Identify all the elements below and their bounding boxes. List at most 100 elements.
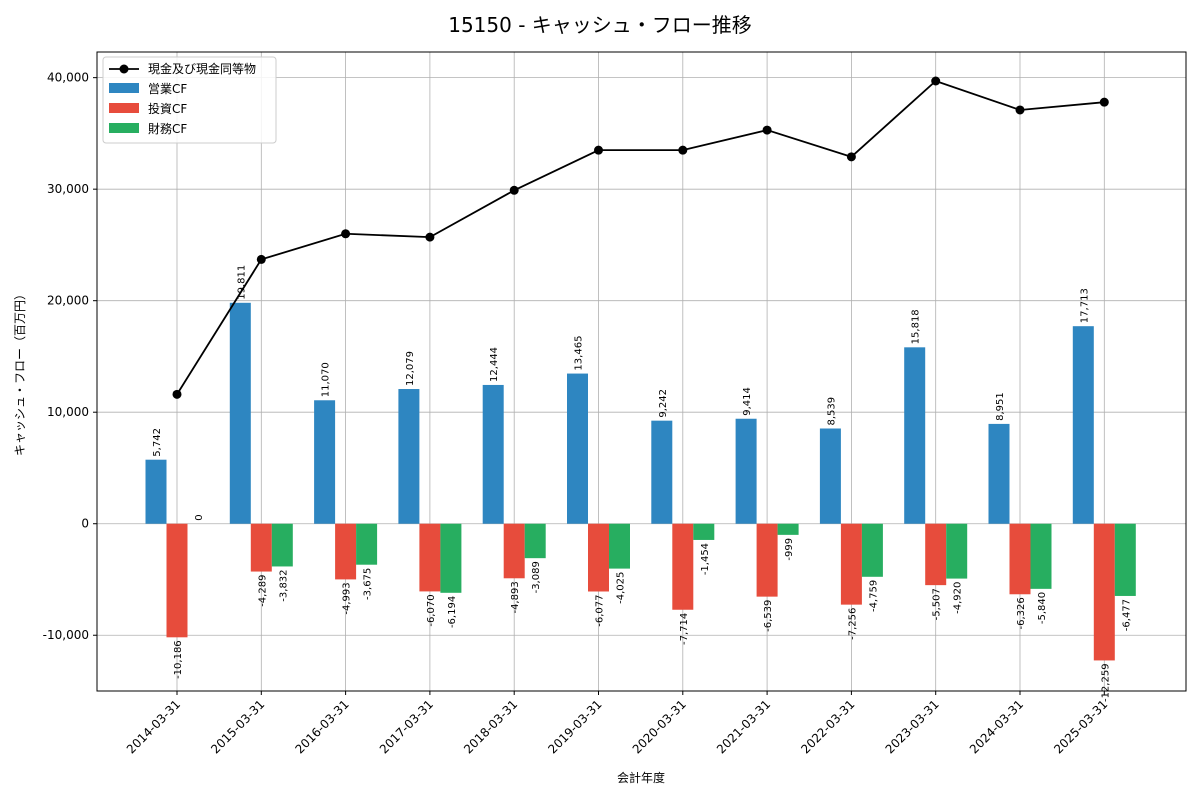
bar-2-9 bbox=[946, 523, 968, 579]
bar-value-label: 19,811 bbox=[236, 265, 247, 300]
bar-value-label: -4,759 bbox=[868, 580, 879, 612]
x-axis-label: 会計年度 bbox=[617, 770, 665, 785]
bar-value-label: -7,256 bbox=[847, 608, 858, 640]
bar-2-5 bbox=[609, 523, 630, 569]
bar-2-8 bbox=[861, 523, 883, 577]
x-tick-label: 2019-03-31 bbox=[545, 697, 604, 756]
cash-line-point bbox=[762, 125, 772, 135]
bar-0-8 bbox=[819, 428, 841, 524]
bar-value-label: -12,259 bbox=[1100, 663, 1111, 702]
bar-1-5 bbox=[588, 523, 609, 592]
x-tick-label: 2022-03-31 bbox=[798, 697, 857, 756]
x-tick-label: 2015-03-31 bbox=[208, 697, 267, 756]
bar-1-0 bbox=[166, 523, 188, 638]
plot-frame bbox=[96, 51, 1187, 692]
cash-line-point bbox=[425, 232, 435, 242]
bar-0-1 bbox=[229, 302, 251, 524]
bar-value-label: -3,832 bbox=[278, 569, 289, 601]
x-tick-label: 2024-03-31 bbox=[967, 697, 1026, 756]
bar-0-2 bbox=[314, 400, 336, 524]
legend-label-investing: 投資CF bbox=[148, 101, 187, 116]
bar-value-label: -999 bbox=[784, 538, 795, 561]
bar-1-10 bbox=[1009, 523, 1031, 595]
bar-value-label: 13,465 bbox=[574, 336, 585, 371]
y-tick-label: 20,000 bbox=[47, 294, 89, 308]
bar-value-label: 9,242 bbox=[658, 389, 669, 418]
bar-0-9 bbox=[904, 347, 926, 524]
bar-value-label: 5,742 bbox=[152, 428, 163, 457]
bar-value-label: -5,507 bbox=[932, 588, 943, 620]
y-tick-label: -10,000 bbox=[43, 628, 89, 642]
bar-value-label: 8,539 bbox=[826, 397, 837, 426]
bar-1-1 bbox=[250, 523, 272, 572]
cash-line-point bbox=[1099, 97, 1109, 107]
x-tick-label: 2014-03-31 bbox=[124, 697, 183, 756]
bar-2-7 bbox=[777, 523, 799, 535]
bars bbox=[145, 302, 1136, 661]
legend-swatch-financing bbox=[109, 123, 139, 133]
bar-value-label: 11,070 bbox=[321, 362, 332, 397]
bar-value-label: -6,477 bbox=[1121, 599, 1132, 631]
bar-value-label: -6,194 bbox=[447, 596, 458, 628]
cash-line-point bbox=[846, 152, 856, 162]
x-tick-label: 2018-03-31 bbox=[461, 697, 520, 756]
legend-label-cash: 現金及び現金同等物 bbox=[148, 61, 256, 76]
x-tick-label: 2016-03-31 bbox=[293, 697, 352, 756]
cash-line-point bbox=[509, 185, 519, 195]
bar-value-label: -5,840 bbox=[1037, 592, 1048, 624]
bar-value-label: -1,454 bbox=[700, 543, 711, 575]
bar-2-4 bbox=[524, 523, 546, 559]
legend-label-financing: 財務CF bbox=[148, 121, 187, 136]
cash-line-point bbox=[1015, 105, 1025, 115]
cash-line-point bbox=[678, 145, 688, 155]
bar-2-1 bbox=[271, 523, 293, 567]
legend-swatch-investing bbox=[109, 103, 139, 113]
bar-value-label: -4,025 bbox=[616, 572, 627, 604]
bar-0-4 bbox=[482, 384, 504, 524]
bar-value-label: 15,818 bbox=[911, 309, 922, 344]
bar-0-10 bbox=[988, 423, 1010, 524]
bar-value-label: -6,539 bbox=[763, 600, 774, 632]
bar-value-label: -6,070 bbox=[426, 594, 437, 626]
bar-value-label: -6,077 bbox=[595, 594, 606, 626]
cash-line-path bbox=[176, 79, 1105, 395]
bar-0-5 bbox=[567, 373, 588, 524]
chart-title: 15150 - キャッシュ・フロー推移 bbox=[448, 13, 752, 37]
bar-value-label: 8,951 bbox=[995, 392, 1006, 421]
x-tick-label: 2017-03-31 bbox=[377, 697, 436, 756]
x-tick-label: 2021-03-31 bbox=[714, 697, 773, 756]
bar-value-label: -4,893 bbox=[510, 581, 521, 613]
cash-line-point bbox=[256, 254, 266, 264]
cash-line-point bbox=[341, 229, 351, 239]
bar-0-0 bbox=[145, 459, 167, 524]
bar-value-label: -4,920 bbox=[953, 582, 964, 614]
legend: 現金及び現金同等物 営業CF 投資CF 財務CF bbox=[102, 56, 277, 144]
bar-value-label: 12,079 bbox=[405, 351, 416, 386]
bar-value-label: 9,414 bbox=[742, 387, 753, 416]
bar-2-10 bbox=[1030, 523, 1052, 589]
bar-2-2 bbox=[356, 523, 378, 565]
bar-1-7 bbox=[756, 523, 778, 597]
cash-line-point bbox=[931, 76, 941, 86]
bar-value-label: 17,713 bbox=[1079, 288, 1090, 323]
x-tick-label: 2020-03-31 bbox=[630, 697, 689, 756]
legend-box bbox=[102, 56, 277, 144]
legend-swatch-operating bbox=[109, 83, 139, 93]
bar-value-label: -6,326 bbox=[1016, 597, 1027, 629]
bar-0-7 bbox=[735, 418, 757, 524]
bar-0-3 bbox=[398, 389, 420, 524]
bar-1-11 bbox=[1093, 523, 1115, 661]
bar-1-3 bbox=[419, 523, 441, 592]
cash-line bbox=[172, 76, 1109, 399]
bar-2-3 bbox=[440, 523, 462, 593]
y-tick-label: 0 bbox=[81, 517, 89, 531]
legend-line-marker bbox=[119, 64, 129, 74]
bar-value-label: -4,289 bbox=[257, 575, 268, 607]
cash-line-point bbox=[594, 145, 603, 155]
bar-value-label: -7,714 bbox=[679, 613, 690, 645]
bar-1-8 bbox=[840, 523, 862, 605]
cash-line-point bbox=[172, 389, 182, 399]
bar-1-2 bbox=[335, 523, 357, 580]
